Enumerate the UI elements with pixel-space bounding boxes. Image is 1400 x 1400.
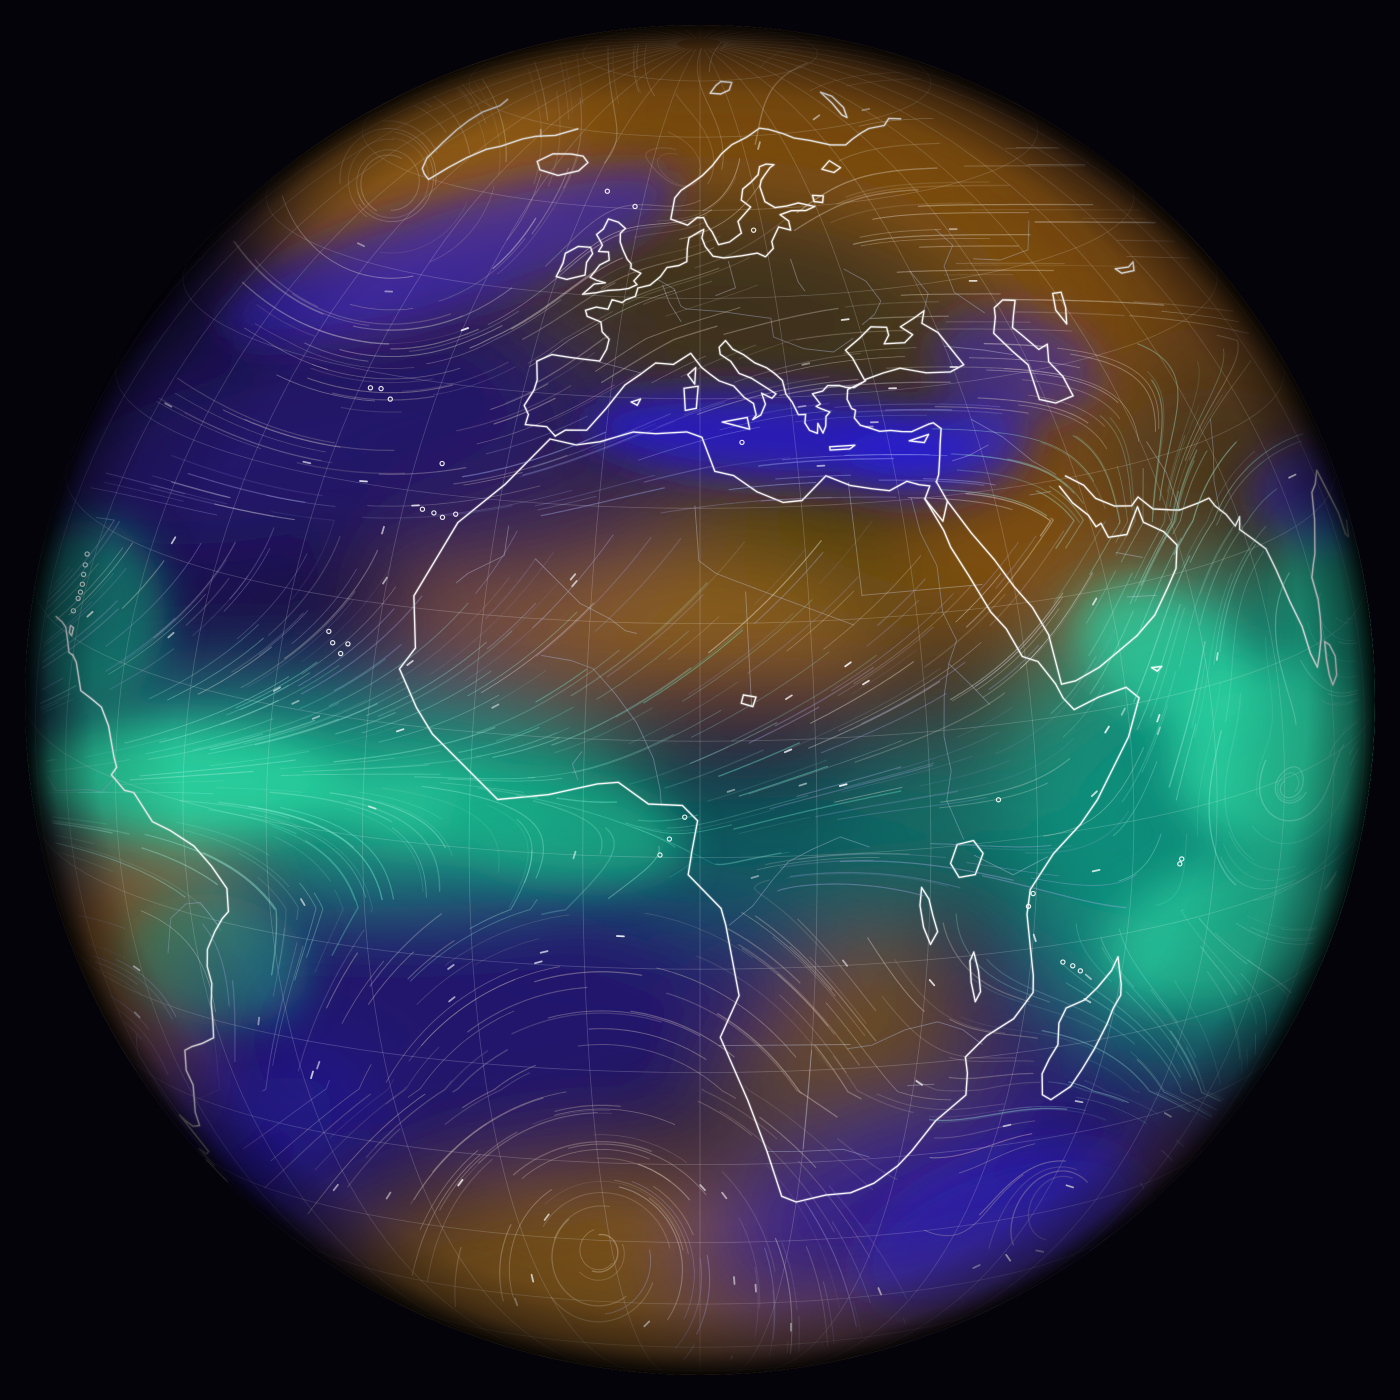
limb-shading [25, 25, 1375, 1375]
